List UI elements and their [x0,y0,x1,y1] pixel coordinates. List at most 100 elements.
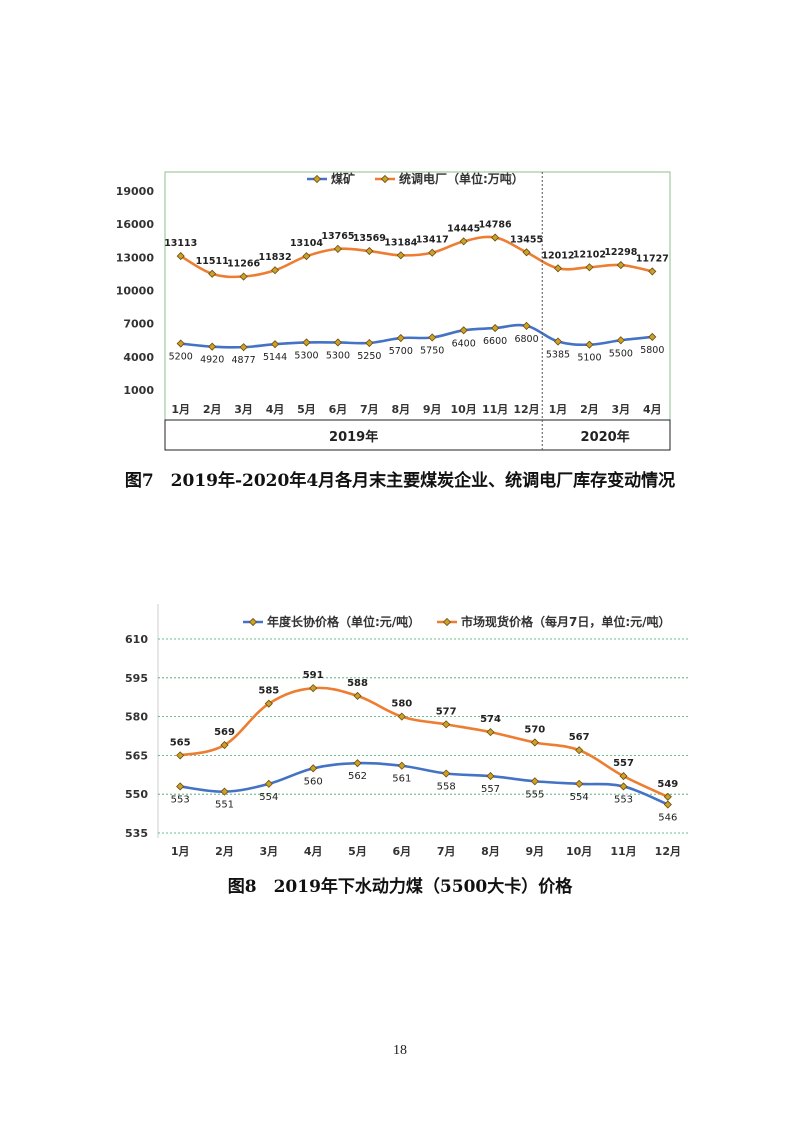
legend-1-marker [442,617,452,627]
series-0-point [619,782,628,791]
series-0-point [176,782,185,791]
series-line-0 [180,323,653,349]
series-0-point [208,342,217,351]
series-1-point [619,772,628,781]
series-1-data-label: 557 [613,758,634,769]
series-1-point [176,252,185,261]
y-tick-label: 7000 [123,318,154,331]
series-1-data-label: 13417 [416,235,449,246]
x-tick-label: 2月 [203,403,222,416]
series-line-1 [179,686,669,798]
series-0-data-label: 562 [348,771,367,782]
series-0-point [459,326,468,335]
y-tick-label: 1000 [123,384,154,397]
x-tick-label: 4月 [304,845,323,858]
series-0-point [616,336,625,345]
series-0-point [365,338,374,348]
series-1-point [648,267,657,276]
page-number: 18 [393,1043,407,1058]
x-tick-label: 11月 [610,845,636,858]
series-1-data-label: 549 [657,779,678,790]
year-group-label-0: 2019年 [329,429,378,445]
series-0-point [220,787,229,796]
series-1-data-label: 14445 [447,223,480,234]
series-1-point [220,740,229,750]
y-tick-label: 550 [125,788,148,801]
series-1-data-label: 570 [524,724,545,735]
series-0-data-label: 554 [259,792,278,803]
series-0-point [396,333,405,343]
x-tick-label: 12月 [513,403,539,416]
x-tick-label: 11月 [482,403,508,416]
series-1-point [397,712,406,721]
series-0-data-label: 4920 [200,355,224,366]
series-1-point [396,251,405,260]
x-tick-label: 3月 [260,845,279,858]
y-tick-label: 610 [125,633,148,646]
series-0-point [270,340,280,349]
x-tick-label: 9月 [423,403,442,416]
series-0-data-label: 557 [481,784,500,795]
series-1-point [176,751,185,760]
series-0-point [309,764,318,773]
y-tick-label: 595 [125,672,148,685]
series-0-data-label: 6600 [483,336,507,347]
series-1-data-label: 11832 [259,252,292,263]
series-0-point [575,779,584,788]
series-0-data-label: 551 [215,800,234,811]
series-0-point [522,321,531,330]
series-0-data-label: 5800 [640,345,664,356]
series-1-point [333,244,342,253]
y-tick-label: 13000 [116,251,155,264]
series-0-point [663,800,672,809]
series-0-point [585,340,594,349]
series-0-point [648,332,657,341]
legend-label-0: 煤矿 [331,171,355,186]
series-1-data-label: 567 [569,732,590,743]
series-1-data-label: 11266 [227,259,260,270]
series-line-1 [180,235,653,279]
legend-label-0: 年度长协价格（单位:元/吨） [267,614,420,629]
series-0-point [428,333,437,342]
series-1-data-label: 591 [303,670,324,681]
series-1-point [585,263,594,272]
series-1-data-label: 12102 [573,249,606,260]
legend-0-marker [248,617,258,627]
x-tick-label: 1月 [549,403,568,416]
series-0-point [486,772,495,781]
series-1-data-label: 569 [214,727,235,738]
x-tick-label: 2月 [215,845,234,858]
series-1-point [264,699,273,708]
series-0-data-label: 553 [614,794,633,805]
x-tick-label: 10月 [451,403,477,416]
legend-label-1: 统调电厂（单位:万吨） [399,171,524,186]
series-0-point [176,339,185,348]
series-1-data-label: 565 [170,737,191,748]
series-1-point [491,233,500,242]
series-1-point [486,728,495,737]
y-tick-label: 535 [125,827,148,840]
x-tick-label: 6月 [393,845,412,858]
series-1-data-label: 585 [258,686,279,697]
y-tick-label: 19000 [116,185,155,198]
x-tick-label: 4月 [643,403,662,416]
series-0-data-label: 555 [525,789,544,800]
series-1-data-label: 11511 [196,256,229,267]
series-0-data-label: 554 [570,792,589,803]
series-1-point [553,264,563,273]
series-1-data-label: 13113 [164,238,197,249]
series-0-data-label: 561 [392,774,411,785]
series-1-point [208,269,217,278]
series-1-point [309,684,318,693]
y-tick-label: 16000 [116,218,155,231]
series-0-data-label: 4877 [232,355,256,366]
x-tick-label: 3月 [612,403,631,416]
series-0-point [553,337,563,346]
series-0-point [302,338,311,347]
series-0-data-label: 5300 [326,350,350,361]
series-1-data-label: 13104 [290,238,323,249]
series-0-point [530,777,539,786]
x-tick-label: 8月 [481,845,500,858]
series-1-data-label: 14786 [479,220,512,231]
series-0-data-label: 5700 [389,346,413,357]
